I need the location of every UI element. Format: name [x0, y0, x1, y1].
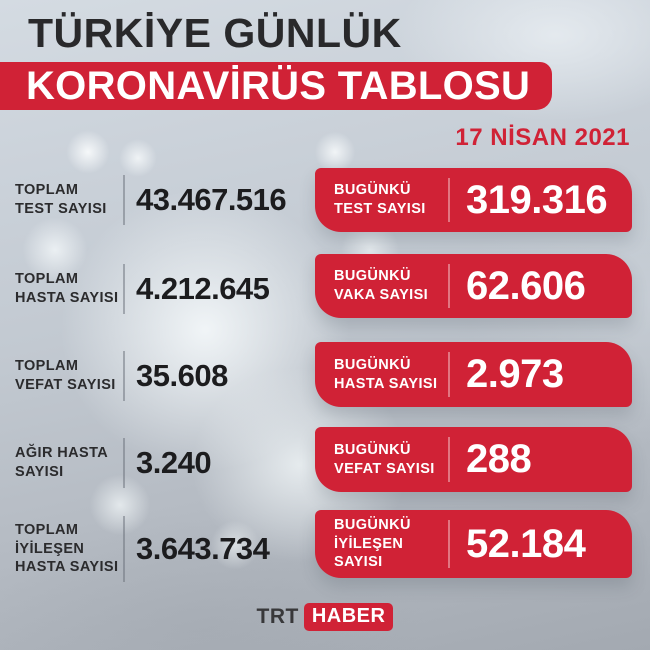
- total-value: 4.212.645: [136, 271, 270, 306]
- total-label: TOPLAM İYİLEŞEN HASTA SAYISI: [15, 522, 119, 576]
- trt-haber-logo: TRT HABER: [0, 603, 650, 631]
- date-label: 17 NİSAN 2021: [455, 124, 630, 151]
- divider: [448, 520, 450, 568]
- daily-label: BUGÜNKÜ İYİLEŞEN SAYISI: [334, 517, 411, 571]
- divider: [448, 352, 450, 397]
- total-label: TOPLAM TEST SAYISI: [15, 182, 107, 217]
- daily-card-test: BUGÜNKÜ TEST SAYISI 319.316: [315, 168, 632, 232]
- total-label: TOPLAM HASTA SAYISI: [15, 271, 119, 306]
- page-title: TÜRKİYE GÜNLÜK: [28, 10, 402, 56]
- divider: [448, 437, 450, 482]
- total-label: TOPLAM VEFAT SAYISI: [15, 358, 116, 393]
- daily-label: BUGÜNKÜ VAKA SAYISI: [334, 268, 429, 303]
- divider: [123, 516, 125, 582]
- daily-card-vefat: BUGÜNKÜ VEFAT SAYISI 288: [315, 427, 632, 492]
- total-value: 43.467.516: [136, 182, 287, 217]
- daily-value: 52.184: [466, 521, 586, 566]
- trt-logo-text: TRT: [256, 605, 299, 628]
- daily-card-vaka: BUGÜNKÜ VAKA SAYISI 62.606: [315, 254, 632, 318]
- total-label: AĞIR HASTA SAYISI: [15, 445, 109, 480]
- divider: [123, 175, 125, 225]
- total-row-iyilesen: TOPLAM İYİLEŞEN HASTA SAYISI 3.643.734: [15, 516, 270, 582]
- total-row-agir-hasta: AĞIR HASTA SAYISI 3.240: [15, 438, 212, 488]
- divider: [448, 178, 450, 222]
- banner-title: KORONAVİRÜS TABLOSU: [26, 63, 531, 108]
- daily-label: BUGÜNKÜ TEST SAYISI: [334, 182, 426, 217]
- daily-value: 288: [466, 437, 532, 481]
- banner-ribbon: KORONAVİRÜS TABLOSU: [0, 62, 552, 110]
- total-value: 3.240: [136, 445, 212, 480]
- daily-label: BUGÜNKÜ VEFAT SAYISI: [334, 441, 435, 477]
- daily-value: 2.973: [466, 352, 564, 396]
- divider: [448, 264, 450, 308]
- haber-logo-badge: HABER: [303, 603, 394, 631]
- divider: [123, 351, 125, 401]
- total-value: 3.643.734: [136, 531, 270, 566]
- total-value: 35.608: [136, 358, 228, 393]
- daily-label: BUGÜNKÜ HASTA SAYISI: [334, 356, 438, 392]
- total-row-vefat: TOPLAM VEFAT SAYISI 35.608: [15, 351, 228, 401]
- total-row-test: TOPLAM TEST SAYISI 43.467.516: [15, 175, 287, 225]
- daily-card-iyilesen: BUGÜNKÜ İYİLEŞEN SAYISI 52.184: [315, 510, 632, 578]
- divider: [123, 438, 125, 488]
- daily-card-hasta: BUGÜNKÜ HASTA SAYISI 2.973: [315, 342, 632, 407]
- divider: [123, 264, 125, 314]
- total-row-hasta: TOPLAM HASTA SAYISI 4.212.645: [15, 264, 270, 314]
- daily-value: 62.606: [466, 263, 586, 308]
- daily-value: 319.316: [466, 177, 608, 222]
